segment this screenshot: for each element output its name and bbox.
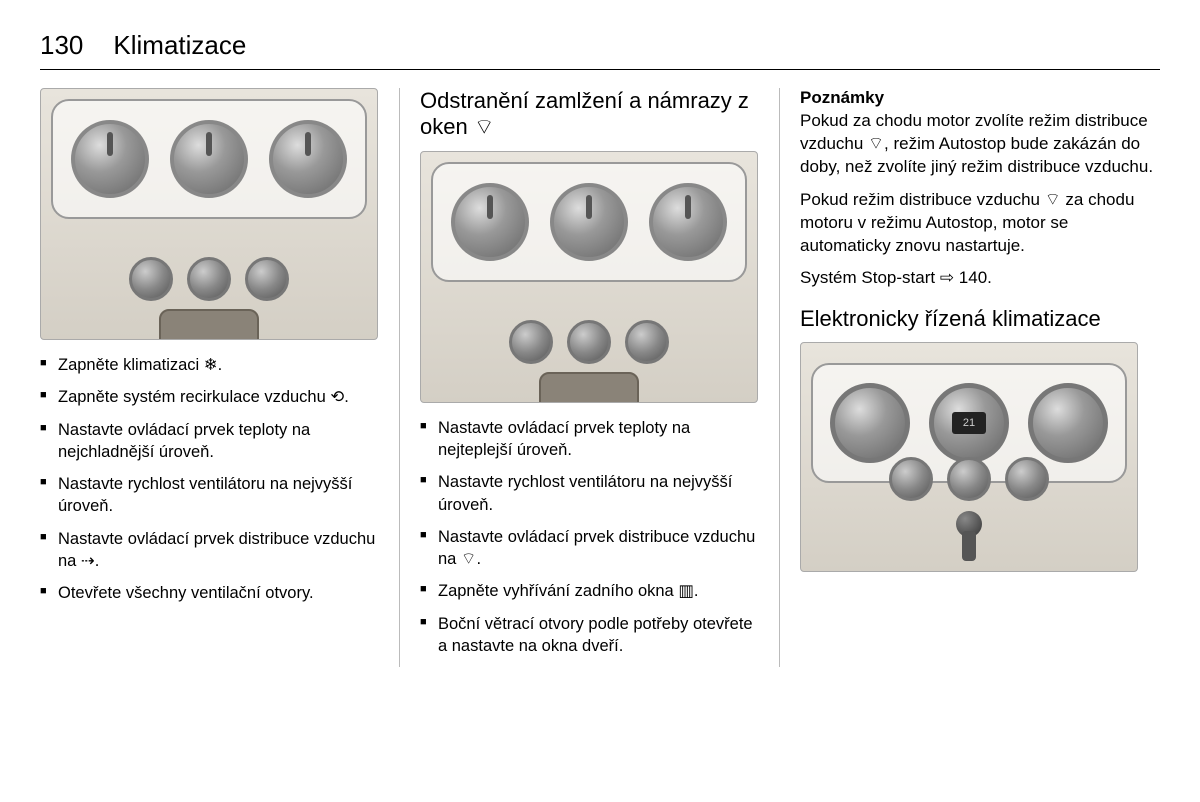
knob-icon xyxy=(170,120,248,198)
list-item: Otevřete všechny ventilační otvory. xyxy=(40,582,379,604)
column-3: Poznámky Pokud za chodu motor zvolíte re… xyxy=(800,88,1160,667)
crossref-stopstart: Systém Stop-start ⇨ 140. xyxy=(800,268,1160,288)
knob-icon xyxy=(269,120,347,198)
instruction-list-1: Zapněte klimatizaci ❄. Zapněte systém re… xyxy=(40,354,379,604)
column-1: Zapněte klimatizaci ❄. Zapněte systém re… xyxy=(40,88,400,667)
mini-knob-icon xyxy=(625,320,669,364)
figure-auto-climate: 21 xyxy=(800,342,1138,572)
auto-knob-icon xyxy=(1028,383,1108,463)
center-console-knobs xyxy=(889,457,1049,501)
list-item: Nastavte ovládací prvek distribuce vzduc… xyxy=(40,528,379,573)
temperature-display: 21 xyxy=(952,412,986,434)
note-paragraph: Pokud za chodu motor zvolíte režim distr… xyxy=(800,110,1160,179)
section-heading-auto-climate: Elektronicky řízená klimatizace xyxy=(800,306,1160,332)
knob-icon xyxy=(71,120,149,198)
mini-knob-icon xyxy=(889,457,933,501)
mini-knob-icon xyxy=(1005,457,1049,501)
list-item: Nastavte ovládací prvek distribuce vzduc… xyxy=(420,526,759,571)
mini-knob-icon xyxy=(245,257,289,301)
note-paragraph: Pokud režim distribuce vzduchu ⌔ za chod… xyxy=(800,189,1160,258)
gear-well-icon xyxy=(539,372,639,403)
page-header: 130 Klimatizace xyxy=(40,30,1160,70)
content-columns: Zapněte klimatizaci ❄. Zapněte systém re… xyxy=(40,88,1160,667)
mini-knob-icon xyxy=(187,257,231,301)
section-heading-demist: Odstranění zamlžení a námrazy z oken ⌔ xyxy=(420,88,759,141)
auto-knob-icon: 21 xyxy=(929,383,1009,463)
mini-knob-icon xyxy=(567,320,611,364)
center-console-knobs xyxy=(509,320,669,364)
gear-well-icon xyxy=(159,309,259,340)
knob-panel xyxy=(431,162,747,282)
auto-knob-icon xyxy=(830,383,910,463)
list-item: Nastavte rychlost ventilátoru na nejvyšš… xyxy=(420,471,759,516)
gear-stick-icon xyxy=(951,511,987,561)
list-item: Nastavte rychlost ventilátoru na nejvyšš… xyxy=(40,473,379,518)
knob-icon xyxy=(451,183,529,261)
column-2: Odstranění zamlžení a námrazy z oken ⌔ N… xyxy=(420,88,780,667)
mini-knob-icon xyxy=(947,457,991,501)
list-item: Zapněte systém recirkulace vzduchu ⟲. xyxy=(40,386,379,408)
instruction-list-2: Nastavte ovládací prvek teploty na nejte… xyxy=(420,417,759,657)
mini-knob-icon xyxy=(129,257,173,301)
list-item: Zapněte klimatizaci ❄. xyxy=(40,354,379,376)
notes-heading: Poznámky xyxy=(800,88,1160,108)
figure-climate-controls-2 xyxy=(420,151,758,403)
list-item: Nastavte ovládací prvek teploty na nejte… xyxy=(420,417,759,462)
mini-knob-icon xyxy=(509,320,553,364)
list-item: Zapněte vyhřívání zadního okna ▥. xyxy=(420,580,759,602)
knob-panel xyxy=(51,99,367,219)
knob-icon xyxy=(550,183,628,261)
knob-icon xyxy=(649,183,727,261)
chapter-title: Klimatizace xyxy=(113,30,246,61)
center-console-knobs xyxy=(129,257,289,301)
list-item: Nastavte ovládací prvek teploty na nejch… xyxy=(40,419,379,464)
figure-climate-controls-1 xyxy=(40,88,378,340)
page-number: 130 xyxy=(40,30,83,61)
list-item: Boční větrací otvory podle potřeby otevř… xyxy=(420,613,759,658)
